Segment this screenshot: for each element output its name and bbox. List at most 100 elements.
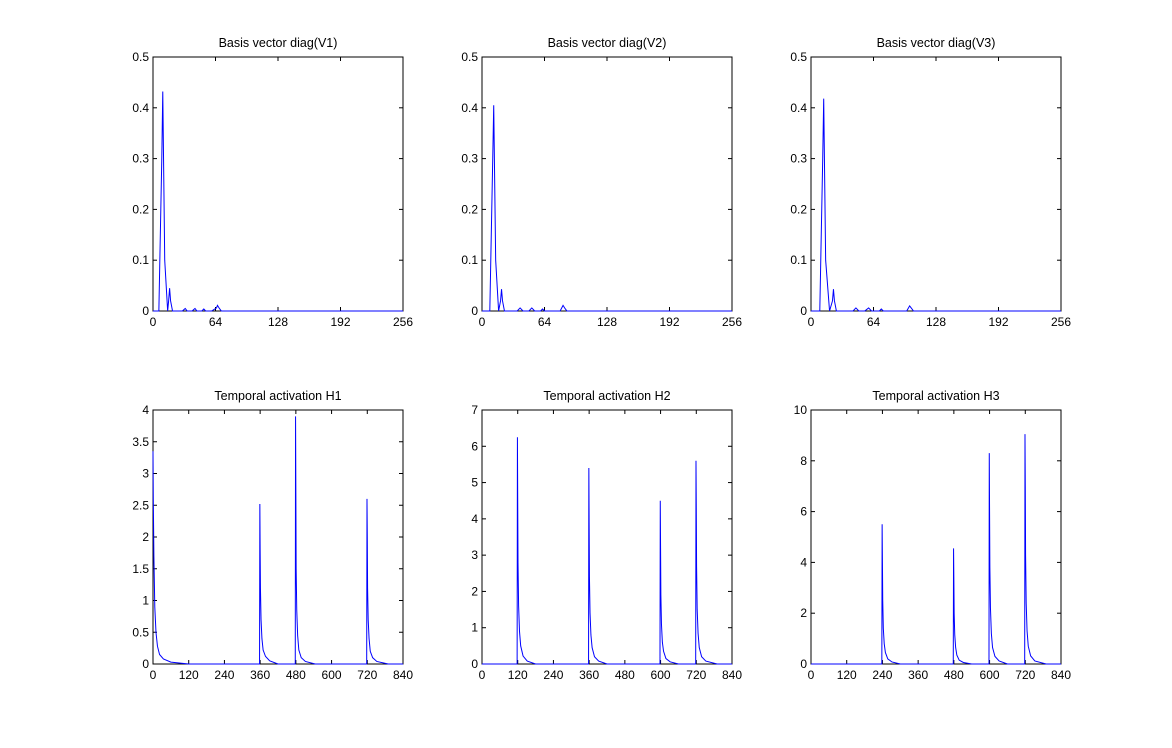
y-tick-label: 0 bbox=[471, 657, 478, 671]
subplot-2: Basis vector diag(V2) 0 64 128 192 256 0 0.1 0.2… bbox=[461, 36, 742, 329]
y-tick-label: 7 bbox=[471, 403, 478, 417]
y-tick-label: 2.5 bbox=[132, 498, 149, 512]
x-tick-label: 192 bbox=[659, 315, 679, 329]
series-line-1 bbox=[482, 105, 732, 312]
x-tick-label: 120 bbox=[179, 668, 199, 682]
y-tick-label: 0.3 bbox=[461, 152, 478, 166]
x-tick-label: 64 bbox=[538, 315, 552, 329]
y-tick-label: 0.3 bbox=[132, 152, 149, 166]
chart-title: Temporal activation H3 bbox=[872, 389, 999, 403]
x-tick-label: 240 bbox=[214, 668, 234, 682]
x-tick-label: 360 bbox=[908, 668, 928, 682]
y-tick-label: 10 bbox=[794, 403, 808, 417]
y-tick-label: 3 bbox=[471, 548, 478, 562]
y-tick-label: 0.1 bbox=[790, 253, 807, 267]
y-tick-label: 1 bbox=[471, 621, 478, 635]
x-tick-label: 480 bbox=[615, 668, 635, 682]
chart-title: Basis vector diag(V3) bbox=[877, 36, 996, 50]
x-tick-label: 240 bbox=[543, 668, 563, 682]
x-tick-label: 256 bbox=[393, 315, 413, 329]
x-tick-label: 128 bbox=[268, 315, 288, 329]
y-tick-label: 0.4 bbox=[790, 101, 807, 115]
y-tick-label: 6 bbox=[800, 505, 807, 519]
y-tick-label: 4 bbox=[800, 555, 807, 569]
subplot-1: Basis vector diag(V1) 0 64 128 192 256 0 0.1 0.2… bbox=[132, 36, 413, 329]
y-tick-label: 2 bbox=[471, 584, 478, 598]
y-tick-label: 0.2 bbox=[790, 202, 807, 216]
x-tick-label: 360 bbox=[579, 668, 599, 682]
x-tick-label: 120 bbox=[837, 668, 857, 682]
x-tick-label: 840 bbox=[1051, 668, 1071, 682]
y-tick-label: 1.5 bbox=[132, 562, 149, 576]
y-tick-label: 4 bbox=[471, 512, 478, 526]
y-tick-label: 3 bbox=[142, 467, 149, 481]
y-tick-label: 0 bbox=[800, 657, 807, 671]
y-tick-label: 0 bbox=[471, 304, 478, 318]
x-tick-label: 480 bbox=[944, 668, 964, 682]
series-line-1 bbox=[152, 416, 403, 665]
y-tick-label: 4 bbox=[142, 403, 149, 417]
y-tick-label: 2 bbox=[800, 606, 807, 620]
x-tick-label: 0 bbox=[150, 315, 157, 329]
y-tick-label: 0.5 bbox=[132, 50, 149, 64]
y-tick-label: 0.1 bbox=[461, 253, 478, 267]
x-tick-label: 480 bbox=[286, 668, 306, 682]
x-tick-label: 128 bbox=[926, 315, 946, 329]
y-tick-label: 0.5 bbox=[461, 50, 478, 64]
subplot-5: Temporal activation H20 120 240 360 480 600 72… bbox=[471, 389, 742, 682]
y-tick-label: 5 bbox=[471, 476, 478, 490]
chart-title: Basis vector diag(V1) bbox=[219, 36, 338, 50]
axes-frame bbox=[810, 56, 1062, 312]
x-tick-label: 256 bbox=[722, 315, 742, 329]
y-tick-label: 0.4 bbox=[461, 101, 478, 115]
x-tick-label: 256 bbox=[1051, 315, 1071, 329]
y-tick-label: 0 bbox=[142, 304, 149, 318]
chart-title: Temporal activation H2 bbox=[543, 389, 670, 403]
x-tick-label: 720 bbox=[1015, 668, 1035, 682]
y-tick-label: 0.2 bbox=[132, 202, 149, 216]
y-tick-label: 2 bbox=[142, 530, 149, 544]
series-line-1 bbox=[811, 98, 1061, 312]
y-tick-label: 0.5 bbox=[132, 625, 149, 639]
y-tick-label: 0 bbox=[800, 304, 807, 318]
x-tick-label: 0 bbox=[150, 668, 157, 682]
x-tick-label: 64 bbox=[209, 315, 223, 329]
y-tick-label: 0 bbox=[142, 657, 149, 671]
chart-title: Temporal activation H1 bbox=[214, 389, 341, 403]
subplot-6: Temporal activation H30 120 240 360 480 600 72… bbox=[794, 389, 1072, 682]
x-tick-label: 360 bbox=[250, 668, 270, 682]
axes-frame bbox=[152, 409, 404, 665]
y-tick-label: 0.4 bbox=[132, 101, 149, 115]
x-tick-label: 192 bbox=[988, 315, 1008, 329]
y-tick-label: 0.5 bbox=[790, 50, 807, 64]
x-tick-label: 64 bbox=[867, 315, 881, 329]
x-tick-label: 240 bbox=[872, 668, 892, 682]
series-line-1 bbox=[482, 437, 732, 665]
subplot-3: Basis vector diag(V3) 0 64 128 192 256 0 0.1 0.2… bbox=[790, 36, 1071, 329]
y-tick-label: 8 bbox=[800, 454, 807, 468]
subplot-4: Temporal activation H10 120 240 360 480 600 72… bbox=[132, 389, 413, 682]
axes-frame bbox=[810, 409, 1062, 665]
x-tick-label: 840 bbox=[722, 668, 742, 682]
y-tick-label: 0.1 bbox=[132, 253, 149, 267]
x-tick-label: 0 bbox=[808, 668, 815, 682]
y-tick-label: 6 bbox=[471, 439, 478, 453]
x-tick-label: 128 bbox=[597, 315, 617, 329]
x-tick-label: 0 bbox=[479, 668, 486, 682]
x-tick-label: 192 bbox=[330, 315, 350, 329]
x-tick-label: 600 bbox=[980, 668, 1000, 682]
chart-title: Basis vector diag(V2) bbox=[548, 36, 667, 50]
y-tick-label: 0.2 bbox=[461, 202, 478, 216]
x-tick-label: 0 bbox=[479, 315, 486, 329]
series-line-1 bbox=[811, 434, 1061, 665]
x-tick-label: 720 bbox=[357, 668, 377, 682]
x-tick-label: 0 bbox=[808, 315, 815, 329]
x-tick-label: 600 bbox=[322, 668, 342, 682]
x-tick-label: 840 bbox=[393, 668, 413, 682]
series-line-1 bbox=[153, 91, 403, 312]
x-tick-label: 120 bbox=[508, 668, 528, 682]
y-tick-label: 1 bbox=[142, 594, 149, 608]
axes-frame bbox=[481, 56, 733, 312]
x-tick-label: 720 bbox=[686, 668, 706, 682]
